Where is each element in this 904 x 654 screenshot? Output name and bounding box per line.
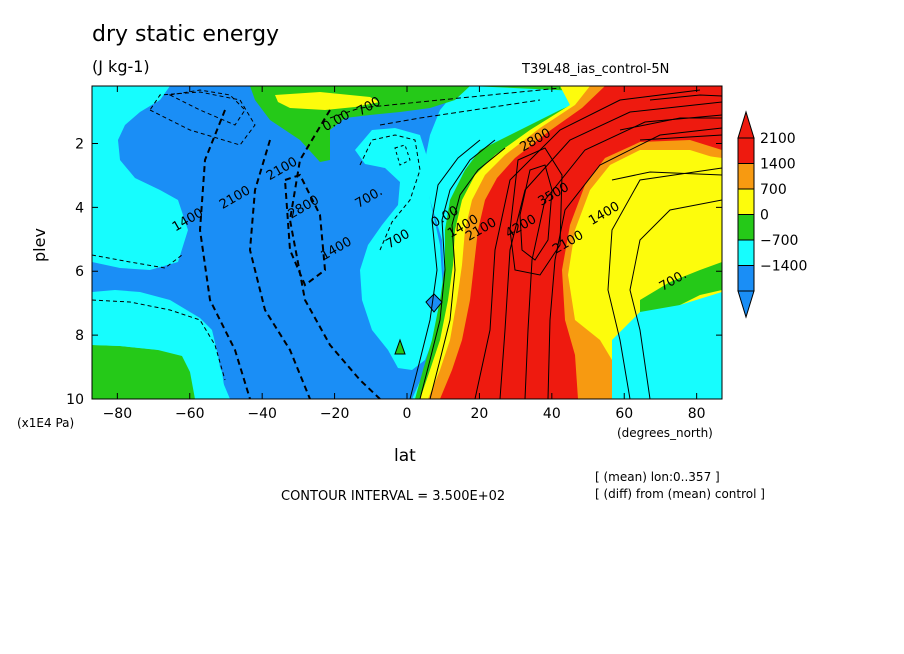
case-label: T39L48_ias_control-5N [522,62,670,77]
x-tick-label: 60 [615,406,633,422]
contour-ne-1 [607,167,722,399]
y-tick-label: 8 [75,328,84,344]
contour-equator-2 [409,139,481,399]
x-tick-label: 0 [403,406,412,422]
colorbar-extend-top [737,110,755,139]
cyan-patch-northeast [612,292,722,399]
green-patch-northeast [640,262,722,312]
y-tick-label: 2 [75,136,84,152]
contour-sw-1 [92,254,183,269]
filled-contours [92,86,722,399]
contour-cyan-tongue-edge [359,134,421,251]
colorbar-label: 700 [760,182,787,198]
contour-polar-2 [149,91,256,146]
colorbar: 2100 1400 700 0 −700 −1400 [737,110,807,319]
colorbar-label: 0 [760,208,769,224]
contour-solid-north-3 [524,114,722,399]
chart-units: (J kg-1) [92,57,150,76]
green-patch-southwest [92,345,195,399]
colorbar-segment [737,239,755,266]
note-diff: [ (diff) from (mean) control ] [595,487,765,501]
contour-upper-dashed-1 [329,87,561,119]
contour-interval-text: CONTOUR INTERVAL = 3.500E+02 [281,489,506,504]
x-tick-label: −80 [103,406,133,422]
y-axis-units: (x1E4 Pa) [17,416,75,430]
contour-trop-west-3 [198,109,251,399]
colorbar-segment [737,214,755,241]
x-tick-label: 40 [543,406,561,422]
contour-ne-2 [629,199,722,399]
contour-trop-west-1 [288,109,381,399]
cyan-tongue-center [355,128,443,370]
yellow-top-cap [275,92,380,110]
contour-ne-top-1 [639,134,722,141]
contour-sw-2 [92,299,226,381]
x-tick-label: 20 [470,406,488,422]
colorbar-segment [737,265,755,292]
chart-title: dry static energy [92,22,280,47]
x-tick-label: 80 [688,406,706,422]
contour-solid-north-4 [547,127,722,399]
colorbar-extend-bottom [737,290,755,319]
contour-loop-2800 [283,173,327,287]
cyan-hole-west [92,86,188,270]
colorbar-label: 2100 [760,131,796,147]
contour-equator-3 [429,147,506,399]
contour-solid-north-2 [499,101,722,399]
x-tick-label: −40 [247,406,277,422]
x-axis: −80 −60 −40 −20 0 20 40 60 80 [103,86,706,422]
colorbar-segment [737,163,755,190]
red-core-north [440,86,722,399]
y-tick-label: 10 [66,392,84,408]
contour-core-ring-1 [519,164,553,261]
y-axis-label: plev [30,228,49,262]
contour-ne-top-3 [619,117,722,131]
colorbar-label: −700 [760,233,798,249]
contour-core-ring-2 [509,147,563,276]
y-axis: 2 4 6 8 10 [66,136,722,408]
cyan-box-south-pole [92,320,226,399]
contour-ne-top-2 [649,94,722,101]
x-tick-label: −20 [320,406,350,422]
colorbar-label: 1400 [760,157,796,173]
y-tick-label: 4 [75,200,84,216]
contour-small-loop [394,144,411,166]
colorbar-segment [737,137,755,164]
contour-upper-dashed-2 [379,99,541,126]
colorbar-segment [737,188,755,215]
green-spike-equator [394,338,406,355]
contour-trop-west-2 [248,139,311,399]
y-tick-label: 6 [75,264,84,280]
contour-solid-north-1 [474,89,701,399]
colorbar-label: −1400 [760,259,807,275]
yellow-tail-northeast [592,152,722,305]
note-mean-lon: [ (mean) lon:0..357 ] [595,470,720,484]
x-axis-label: lat [394,446,416,466]
x-axis-units: (degrees_north) [617,426,713,440]
contour-polar-1 [168,89,246,126]
contour-equator-1 [419,139,496,399]
x-tick-label: −60 [175,406,205,422]
contour-lines [92,87,722,399]
contour-ne-3 [611,171,722,181]
